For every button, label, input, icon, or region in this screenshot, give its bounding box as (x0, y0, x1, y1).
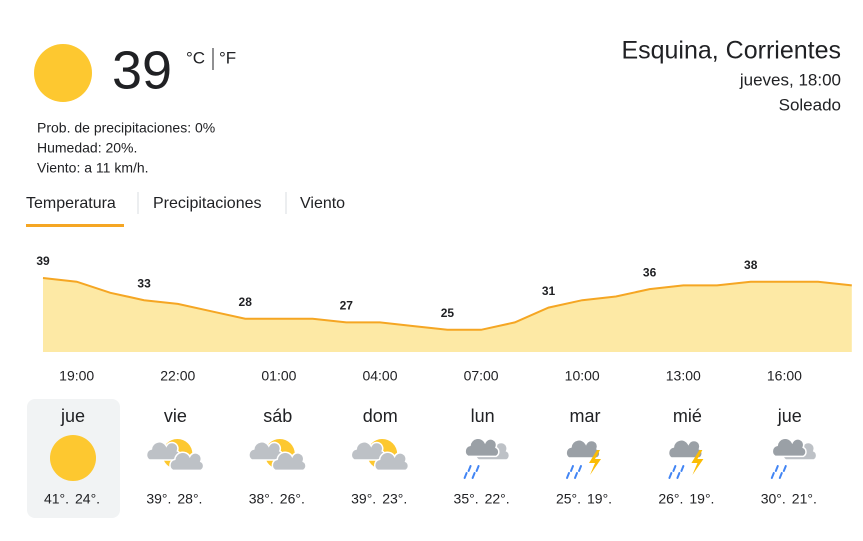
temp-low: 28°. (177, 491, 202, 507)
temp-low: 19°. (587, 491, 612, 507)
temp-high: 30°. (761, 491, 786, 507)
x-tick-label: 13:00 (666, 368, 701, 384)
rain-drop (672, 465, 677, 472)
tab[interactable]: Viento (300, 195, 345, 212)
temp-low: 21°. (792, 491, 817, 507)
temp-high: 25°. (556, 491, 581, 507)
rain-drop (774, 465, 779, 472)
day-card[interactable]: dom 39°. 23°. (350, 406, 410, 507)
unit-f[interactable]: °F (219, 48, 236, 67)
temp-high: 38°. (249, 491, 274, 507)
day-card[interactable]: jue 30°. 21°. (761, 406, 818, 507)
location: Esquina, Corrientes (621, 37, 841, 65)
rain-drop (574, 472, 578, 479)
detail: Prob. de precipitaciones: 0% (37, 120, 215, 136)
x-tick-label: 07:00 (464, 368, 499, 384)
rain-drop (471, 472, 476, 479)
temp-high: 39°. (146, 491, 171, 507)
bolt (691, 450, 704, 475)
day-name: mar (570, 406, 601, 426)
day-card[interactable]: sáb 38°. 26°. (248, 406, 307, 507)
temp-high: 26°. (658, 491, 683, 507)
day-card[interactable]: mar 25°. 19°. (556, 406, 612, 507)
day-name: jue (777, 406, 802, 426)
rain-drop (668, 472, 673, 479)
day-card[interactable]: jue 41°. 24°. (27, 399, 120, 518)
detail: Viento: a 11 km/h. (37, 160, 149, 176)
tab[interactable]: Precipitaciones (153, 195, 262, 212)
cloud (169, 451, 205, 472)
day-name: lun (471, 406, 495, 426)
cloud (374, 451, 410, 472)
rain-drop (778, 472, 783, 479)
value-label: 36 (643, 265, 657, 279)
value-label: 27 (340, 299, 354, 313)
condition: Soleado (779, 95, 841, 114)
time: jueves, 18:00 (739, 70, 841, 89)
day-name: sáb (263, 406, 292, 426)
day-name: mié (673, 406, 702, 426)
temp-low: 26°. (280, 491, 305, 507)
temp-low: 23°. (382, 491, 407, 507)
temp-low: 22°. (485, 491, 510, 507)
rain-drop (770, 472, 775, 479)
rain-drop (782, 465, 787, 472)
value-label: 25 (441, 306, 455, 320)
day-card[interactable]: vie 39°. 28°. (145, 406, 205, 507)
temp-line (42, 277, 852, 331)
day-name: vie (164, 406, 187, 426)
x-tick-label: 22:00 (160, 368, 195, 384)
rain-drop (566, 472, 570, 479)
rain-drop (570, 465, 574, 472)
unit-c[interactable]: °C (186, 48, 205, 67)
temp-high: 35°. (454, 491, 479, 507)
sun (50, 435, 96, 481)
day-card[interactable]: mié 26°. 19°. (658, 406, 714, 507)
day-card[interactable]: lun 35°. 22°. (454, 406, 511, 507)
day-name: jue (60, 406, 85, 426)
tab[interactable]: Temperatura (26, 195, 116, 212)
tab-indicator (26, 224, 124, 227)
temp-high: 41°. (44, 491, 69, 507)
x-tick-label: 10:00 (565, 368, 600, 384)
cloud (464, 437, 500, 458)
temp-area (43, 278, 852, 352)
value-label: 39 (36, 254, 50, 268)
temp-low: 19°. (689, 491, 714, 507)
cloud (771, 437, 807, 458)
value-label: 31 (542, 284, 556, 298)
x-tick-label: 19:00 (59, 368, 94, 384)
value-label: 33 (137, 276, 151, 290)
bolt (589, 450, 601, 475)
temp-low: 24°. (75, 491, 100, 507)
current-temp: 39 (112, 40, 172, 100)
rain-drop (680, 465, 685, 472)
x-tick-label: 16:00 (767, 368, 802, 384)
x-tick-label: 01:00 (261, 368, 296, 384)
current-icon (34, 44, 92, 102)
rain-drop (676, 472, 681, 479)
detail: Humedad: 20%. (37, 140, 137, 156)
day-name: dom (363, 406, 398, 426)
rain-drop (578, 465, 582, 472)
rain-drop (467, 465, 472, 472)
temp-high: 39°. (351, 491, 376, 507)
value-label: 28 (239, 295, 253, 309)
x-tick-label: 04:00 (362, 368, 397, 384)
rain-drop (475, 465, 480, 472)
cloud (271, 451, 307, 472)
rain-drop (463, 472, 468, 479)
value-label: 38 (744, 258, 758, 272)
